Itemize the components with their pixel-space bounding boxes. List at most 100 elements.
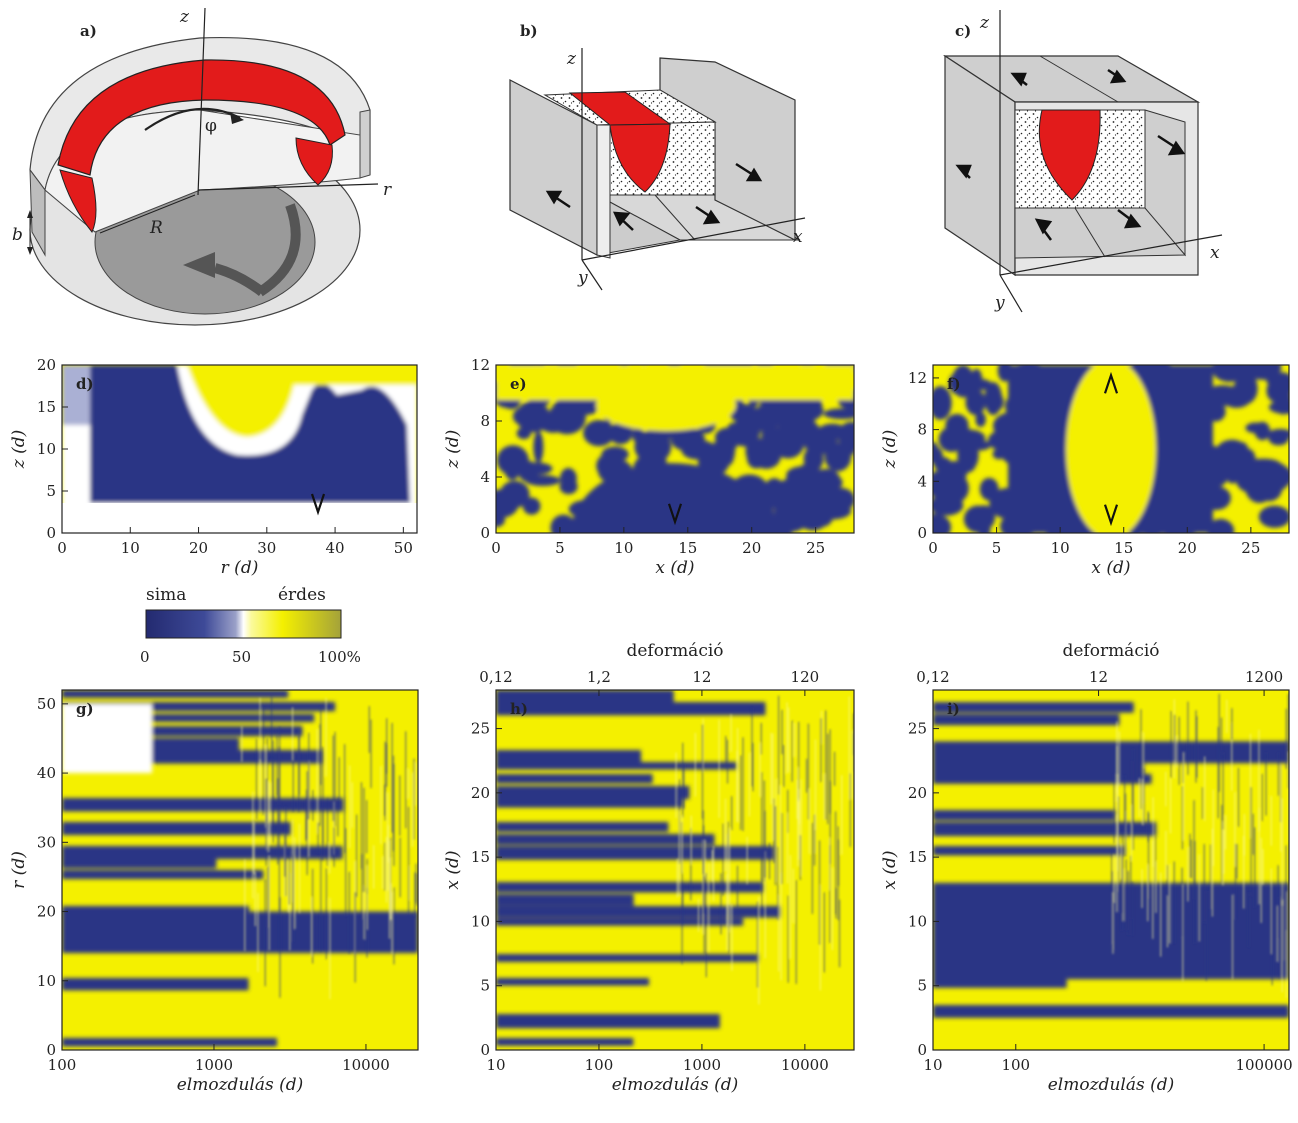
heatmap-field-i bbox=[933, 690, 1289, 1050]
ytick-label-h: 20 bbox=[471, 784, 490, 802]
xtick-label-f: 15 bbox=[1114, 539, 1133, 557]
xtick-label-h: 1000 bbox=[683, 1056, 721, 1074]
xtick-label-f: 10 bbox=[1051, 539, 1070, 557]
xtick-label-e: 25 bbox=[806, 539, 825, 557]
ytick-label-g: 10 bbox=[37, 972, 56, 990]
radius-label: R bbox=[149, 218, 163, 238]
y-axis-label-d: z (d) bbox=[9, 430, 29, 470]
ytick-label-i: 5 bbox=[917, 977, 927, 995]
y-axis-label-g: r (d) bbox=[9, 851, 29, 889]
xtick-label-g: 100 bbox=[48, 1056, 77, 1074]
ytick-label-g: 30 bbox=[37, 833, 56, 851]
y-axis-label-i: x (d) bbox=[880, 850, 900, 889]
top-axis-label-i: deformáció bbox=[1062, 641, 1159, 661]
axis-x-label-b: x bbox=[793, 227, 803, 247]
ytick-label-e: 8 bbox=[480, 412, 490, 430]
toptick-label-h: 12 bbox=[692, 668, 711, 686]
panel-label-e: e) bbox=[510, 375, 527, 393]
y-axis-label-h: x (d) bbox=[443, 850, 463, 889]
y-axis-label-e: z (d) bbox=[443, 430, 463, 470]
ytick-label-g: 0 bbox=[46, 1041, 56, 1059]
schematic-b: b) z x y bbox=[509, 22, 806, 291]
panel-label-d: d) bbox=[76, 375, 94, 393]
colorbar-label-left: sima bbox=[146, 585, 186, 605]
axis-r-a bbox=[197, 183, 379, 191]
heatmap-field-h bbox=[496, 690, 854, 1050]
ytick-label-h: 0 bbox=[480, 1041, 490, 1059]
panel-label-a: a) bbox=[80, 22, 97, 40]
rotation-arrow-bottom bbox=[257, 203, 301, 297]
x-axis-label-f: x (d) bbox=[1091, 558, 1130, 578]
ytick-label-f: 8 bbox=[917, 421, 927, 439]
rotation-arrowhead bbox=[183, 252, 215, 278]
xtick-label-e: 5 bbox=[555, 539, 565, 557]
heatmap-e: e) 0 5 10 15 20 25 0 4 8 12 x (d) z (d) bbox=[443, 356, 855, 578]
ytick-label-g: 40 bbox=[37, 764, 56, 782]
shear-band-c bbox=[1038, 109, 1101, 201]
axis-x-label-c: x bbox=[1210, 243, 1220, 263]
ytick-label-g: 50 bbox=[37, 695, 56, 713]
xtick-label-f: 20 bbox=[1178, 539, 1197, 557]
shear-band-marker-f bbox=[1103, 371, 1119, 394]
xtick-label-e: 20 bbox=[742, 539, 761, 557]
panel-label-h: h) bbox=[510, 700, 528, 718]
axis-y-label-c: y bbox=[994, 293, 1005, 313]
colorbar-tick-0: 0 bbox=[140, 648, 150, 666]
xtick-label-h: 10 bbox=[486, 1056, 505, 1074]
xtick-label-d: 0 bbox=[57, 539, 67, 557]
panel-label-c: c) bbox=[955, 22, 971, 40]
heatmap-f: f) 0 5 10 15 20 25 0 4 8 12 x (d) z (d) bbox=[880, 364, 1290, 578]
xtick-label-d: 10 bbox=[121, 539, 140, 557]
x-axis-label-g: elmozdulás (d) bbox=[177, 1075, 304, 1095]
xtick-label-e: 10 bbox=[614, 539, 633, 557]
xtick-label-d: 30 bbox=[257, 539, 276, 557]
panel-label-g: g) bbox=[76, 700, 94, 718]
xtick-label-i: 100000 bbox=[1235, 1056, 1292, 1074]
ytick-label-i: 20 bbox=[908, 784, 927, 802]
radius-line bbox=[99, 194, 196, 234]
heatmap-field-e bbox=[496, 365, 854, 533]
ytick-label-e: 0 bbox=[480, 524, 490, 542]
axis-z-a bbox=[197, 7, 206, 196]
colorbar-tick-50: 50 bbox=[232, 648, 251, 666]
axis-z-label-b: z bbox=[566, 49, 577, 69]
xtick-label-d: 40 bbox=[326, 539, 345, 557]
shear-band-marker-d bbox=[310, 493, 326, 516]
axis-r-label-a: r bbox=[383, 180, 392, 200]
ytick-label-f: 0 bbox=[917, 524, 927, 542]
ytick-label-e: 4 bbox=[480, 468, 490, 486]
axis-z-label-a: z bbox=[179, 7, 190, 27]
toptick-label-h: 120 bbox=[791, 668, 820, 686]
xtick-label-d: 50 bbox=[394, 539, 413, 557]
xtick-label-i: 100 bbox=[1001, 1056, 1030, 1074]
ytick-label-h: 5 bbox=[480, 977, 490, 995]
xtick-label-f: 5 bbox=[992, 539, 1002, 557]
ytick-label-f: 12 bbox=[908, 369, 927, 387]
x-axis-label-h: elmozdulás (d) bbox=[612, 1075, 739, 1095]
ytick-label-h: 25 bbox=[471, 720, 490, 738]
schematic-c: c) z x y bbox=[942, 10, 1223, 313]
ytick-label-i: 25 bbox=[908, 720, 927, 738]
heatmap-field-d bbox=[62, 365, 417, 533]
xtick-label-g: 10000 bbox=[342, 1056, 390, 1074]
heatmap-d: d) 0 10 20 30 40 50 0 5 10 15 20 r (d) z (d) bbox=[9, 356, 418, 578]
colorbar-tick-100: 100% bbox=[318, 648, 361, 666]
plot-frame-e bbox=[495, 364, 855, 534]
ytick-label-h: 10 bbox=[471, 912, 490, 930]
heatmap-h: h) 10 100 1000 10000 0 5 10 15 20 25 0,12 1,2 12 120 de… bbox=[443, 641, 855, 1095]
ytick-label-d: 5 bbox=[46, 482, 56, 500]
xtick-label-h: 100 bbox=[585, 1056, 614, 1074]
colorbar-gradient bbox=[145, 609, 342, 639]
xtick-label-e: 15 bbox=[678, 539, 697, 557]
xtick-label-h: 10000 bbox=[781, 1056, 829, 1074]
top-axis-label-h: deformáció bbox=[626, 641, 723, 661]
ytick-label-i: 0 bbox=[917, 1041, 927, 1059]
shear-band-marker-f bbox=[1103, 504, 1119, 527]
plot-frame-g bbox=[61, 689, 419, 1051]
ytick-label-g: 20 bbox=[37, 903, 56, 921]
xtick-label-f: 25 bbox=[1241, 539, 1260, 557]
heatmap-g: g) 100 1000 10000 0 10 20 30 40 50 elmozdulás (d) r… bbox=[9, 689, 419, 1095]
axis-y-label-b: y bbox=[577, 268, 588, 288]
ytick-label-i: 15 bbox=[908, 848, 927, 866]
